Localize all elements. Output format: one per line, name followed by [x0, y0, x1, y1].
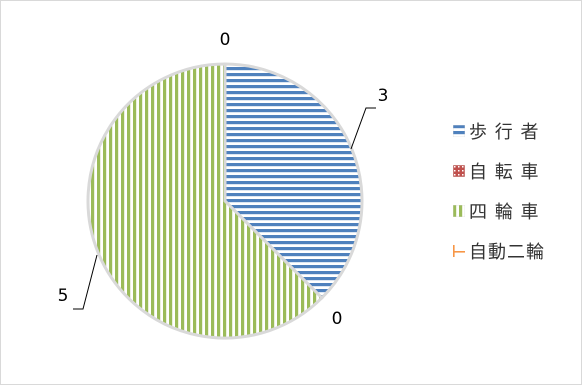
- legend-label-pedestrian: 歩 行 者: [469, 122, 540, 143]
- data-label-pedestrian: 3: [378, 86, 389, 106]
- legend-swatch-bicycle: [453, 165, 465, 177]
- legend-swatch-pedestrian: [453, 125, 465, 137]
- legend-label-bicycle: 自 転 車: [469, 162, 540, 183]
- data-label-bicycle: 0: [332, 309, 343, 329]
- leader-line-pedestrian: [350, 107, 376, 150]
- legend: 歩 行 者 自 転 車 四 輪 車 自動二輪: [453, 119, 545, 263]
- legend-swatch-motorcycle: [453, 245, 465, 257]
- data-label-car: 5: [58, 286, 69, 306]
- legend-item-car: 四 輪 車: [453, 199, 545, 223]
- legend-item-bicycle: 自 転 車: [453, 159, 545, 183]
- legend-swatch-car: [453, 205, 465, 217]
- data-label-motorcycle: 0: [220, 30, 231, 50]
- legend-item-motorcycle: 自動二輪: [453, 239, 545, 263]
- leader-line-car: [73, 254, 98, 310]
- pie-slice-car: [86, 62, 324, 340]
- legend-label-motorcycle: 自動二輪: [469, 242, 545, 263]
- legend-item-pedestrian: 歩 行 者: [453, 119, 545, 143]
- legend-label-car: 四 輪 車: [469, 202, 540, 223]
